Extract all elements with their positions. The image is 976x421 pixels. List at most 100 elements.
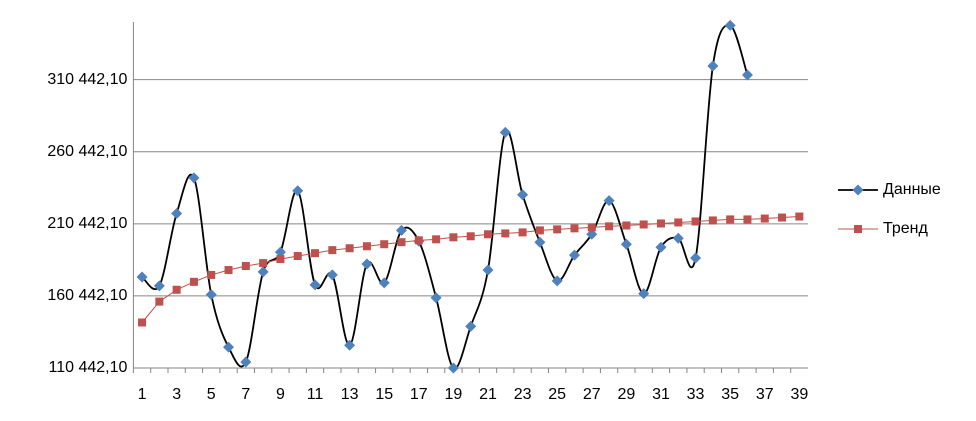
data-point	[380, 240, 389, 249]
data-point	[795, 212, 804, 221]
data-point	[586, 228, 598, 240]
x-tick-label: 25	[548, 386, 566, 403]
data-point	[155, 297, 164, 306]
data-point	[345, 244, 354, 253]
x-tick-label: 39	[790, 386, 808, 403]
data-point	[172, 285, 181, 294]
y-tick-label: 160 442,10	[47, 287, 127, 304]
x-tick-label: 3	[172, 386, 181, 403]
data-point	[724, 19, 736, 31]
x-tick-label: 9	[276, 386, 285, 403]
data-point	[293, 252, 302, 261]
data-point	[551, 275, 563, 287]
data-point	[743, 215, 752, 224]
data-point	[432, 235, 441, 244]
data-point	[499, 126, 511, 138]
data-point	[534, 236, 546, 248]
data-point	[707, 60, 719, 72]
x-tick-label: 1	[138, 386, 147, 403]
x-tick-label: 13	[341, 386, 359, 403]
data-point	[708, 216, 717, 225]
x-tick-label: 19	[445, 386, 463, 403]
data-point	[344, 339, 356, 351]
data-point	[672, 232, 684, 244]
data-point	[171, 208, 183, 220]
data-point	[430, 292, 442, 304]
data-point	[656, 219, 665, 228]
y-tick-label: 110 442,10	[49, 359, 128, 376]
data-point	[328, 246, 337, 255]
x-tick-label: 17	[410, 386, 428, 403]
data-point	[397, 238, 406, 247]
y-tick-label: 310 442,10	[47, 71, 127, 88]
legend-marker	[852, 184, 864, 196]
data-point	[655, 241, 667, 253]
data-point	[205, 289, 217, 301]
data-point	[674, 218, 683, 227]
data-point	[622, 221, 631, 230]
data-point	[778, 213, 787, 222]
data-point	[414, 236, 423, 245]
x-tick-label: 23	[514, 386, 532, 403]
data-point	[570, 224, 579, 233]
data-point	[257, 266, 269, 278]
data-point	[760, 214, 769, 223]
data-point	[568, 249, 580, 261]
data-point	[241, 261, 250, 270]
data-point	[535, 226, 544, 235]
data-point	[189, 277, 198, 286]
data-point	[691, 217, 700, 226]
data-point	[483, 230, 492, 239]
data-point	[638, 288, 650, 300]
data-point	[136, 271, 148, 283]
x-tick-label: 7	[241, 386, 250, 403]
data-point	[482, 264, 494, 276]
x-tick-label: 15	[375, 386, 393, 403]
data-point	[587, 223, 596, 232]
x-tick-label: 5	[207, 386, 216, 403]
data-point	[620, 238, 632, 250]
data-point	[518, 228, 527, 237]
data-point	[309, 279, 321, 291]
data-point	[153, 280, 165, 292]
data-point	[274, 246, 286, 258]
x-tick-label: 33	[687, 386, 705, 403]
data-point	[639, 220, 648, 229]
legend-label: Тренд	[883, 220, 929, 237]
data-point	[741, 69, 753, 81]
x-tick-label: 21	[479, 386, 497, 403]
data-point	[726, 215, 735, 224]
data-point	[396, 224, 408, 236]
data-point	[449, 233, 458, 242]
x-tick-label: 11	[307, 386, 324, 403]
data-point	[378, 277, 390, 289]
data-point	[553, 225, 562, 234]
data-point	[362, 242, 371, 251]
series-line	[141, 24, 749, 370]
legend-marker	[854, 225, 862, 233]
data-point	[138, 318, 147, 327]
data-point	[224, 266, 233, 275]
data-point	[326, 269, 338, 281]
x-tick-label: 29	[617, 386, 635, 403]
data-point	[223, 341, 235, 353]
x-tick-label: 37	[756, 386, 774, 403]
data-point	[188, 172, 200, 184]
data-point	[603, 195, 615, 207]
data-point	[605, 222, 614, 231]
data-point	[361, 258, 373, 270]
data-point	[292, 185, 304, 197]
x-tick-label: 27	[583, 386, 601, 403]
data-point	[311, 249, 320, 258]
data-point	[259, 259, 268, 268]
y-tick-label: 260 442,10	[47, 143, 127, 160]
x-tick-label: 31	[652, 386, 670, 403]
x-tick-label: 35	[721, 386, 739, 403]
data-point	[276, 255, 285, 264]
data-point	[207, 270, 216, 279]
data-point	[466, 232, 475, 241]
legend-label: Данные	[883, 181, 941, 198]
data-point	[690, 252, 702, 264]
data-point	[517, 189, 529, 201]
